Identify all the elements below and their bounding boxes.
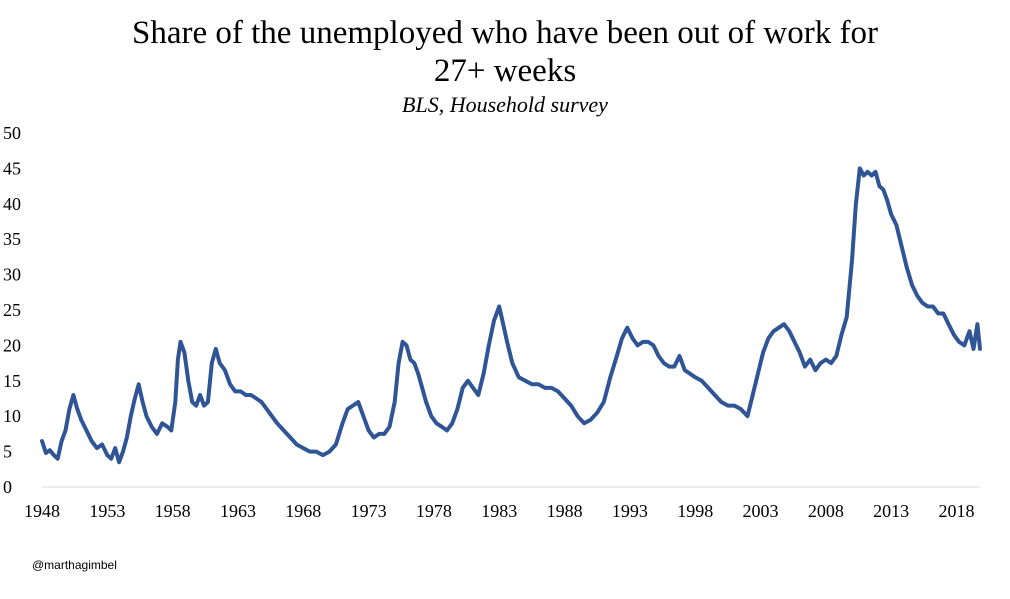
x-tick-label: 1978 <box>416 501 452 521</box>
x-tick-label: 2018 <box>938 501 974 521</box>
x-axis: 1948 1953 1958 1963 1968 1973 1978 1983 1988 1993… <box>24 486 980 521</box>
x-tick-label: 1988 <box>547 501 583 521</box>
x-tick-label: 1983 <box>481 501 517 521</box>
x-tick-label: 1968 <box>285 501 321 521</box>
chart-title-line-1: Share of the unemployed who have been ou… <box>132 15 878 51</box>
x-tick-label: 1963 <box>220 501 256 521</box>
y-tick-label: 20 <box>3 335 21 355</box>
y-tick-label: 0 <box>3 477 12 497</box>
x-tick-label: 2003 <box>743 501 779 521</box>
x-tick-label: 1998 <box>677 501 713 521</box>
y-tick-label: 25 <box>3 300 21 320</box>
y-tick-label: 30 <box>3 265 21 285</box>
chart-title-line-2: 27+ weeks <box>434 53 576 89</box>
y-tick-label: 5 <box>3 442 12 462</box>
y-tick-label: 15 <box>3 371 21 391</box>
x-tick-label: 1948 <box>24 501 60 521</box>
plot-area <box>40 166 982 465</box>
y-tick-label: 10 <box>3 406 21 426</box>
y-tick-label: 45 <box>3 158 21 178</box>
x-tick-label: 1993 <box>612 501 648 521</box>
y-axis: 0 5 10 15 20 25 30 35 40 45 50 <box>3 123 21 497</box>
x-tick-label: 1953 <box>89 501 125 521</box>
x-tick-label: 1973 <box>351 501 387 521</box>
series-line-0 <box>40 166 982 465</box>
y-tick-label: 40 <box>3 194 21 214</box>
x-tick-label: 2008 <box>808 501 844 521</box>
x-tick-label: 2013 <box>873 501 909 521</box>
x-tick-label: 1958 <box>155 501 191 521</box>
y-tick-label: 35 <box>3 229 21 249</box>
chart-subtitle: BLS, Household survey <box>402 92 608 117</box>
y-tick-label: 50 <box>3 123 21 143</box>
author-credit: @marthagimbel <box>32 558 117 572</box>
